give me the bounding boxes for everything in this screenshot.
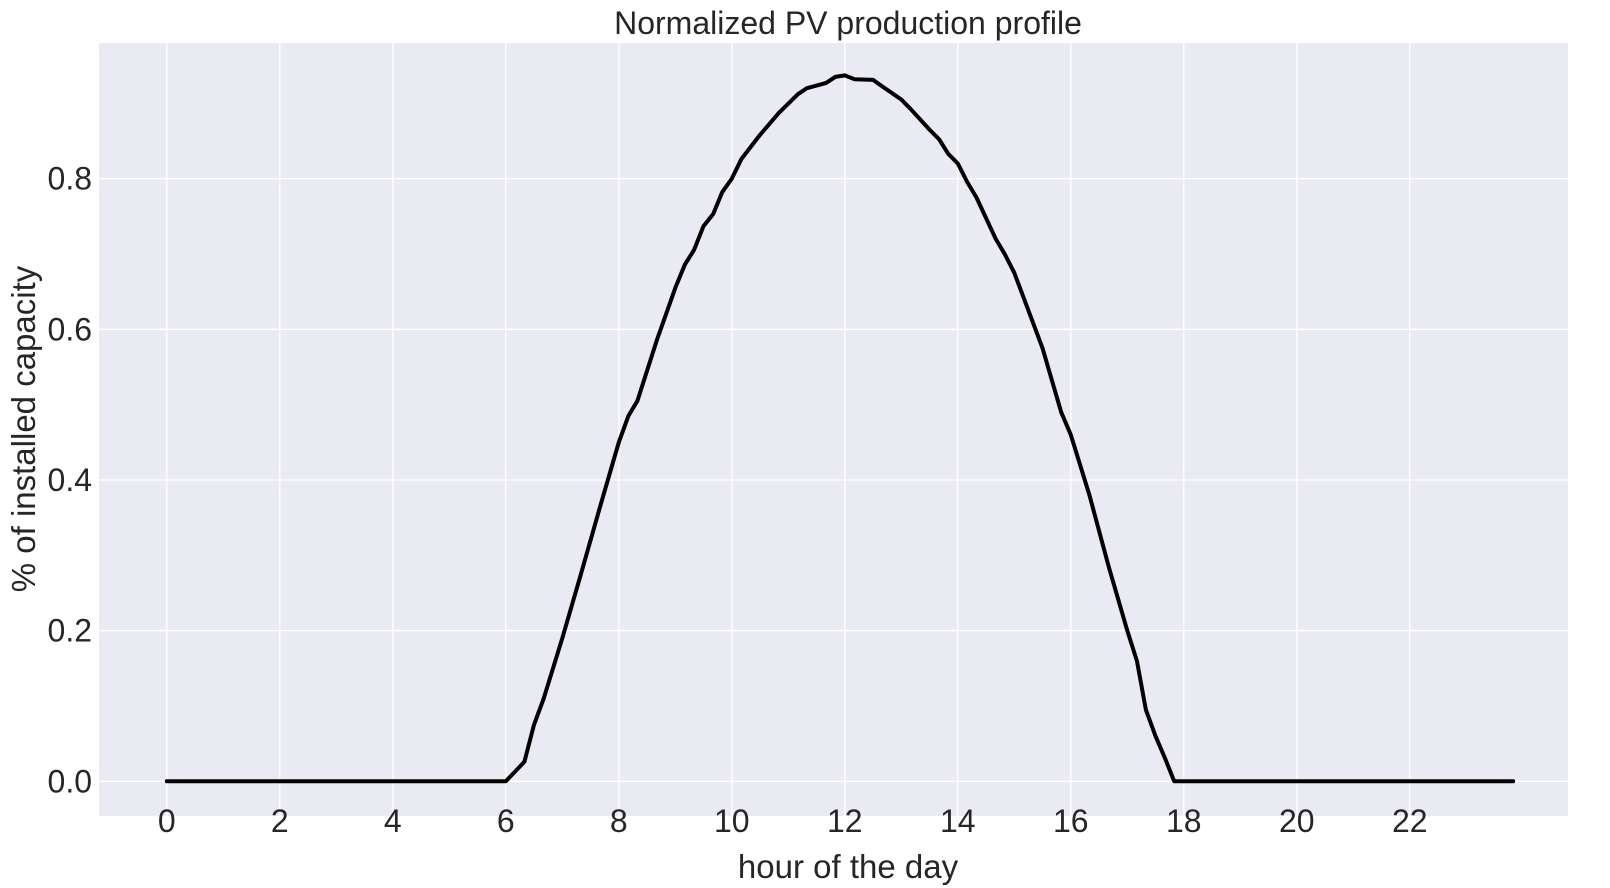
y-tick-label: 0.8 [48,161,92,197]
y-tick-label: 0.0 [48,763,92,799]
x-tick-label: 0 [158,803,176,839]
y-tick-label: 0.6 [48,311,92,347]
x-tick-label: 16 [1053,803,1089,839]
series-layer [164,73,1516,784]
x-tick-label: 2 [271,803,289,839]
x-tick-label: 4 [384,803,402,839]
x-tick-label: 20 [1279,803,1315,839]
x-tick-label: 6 [497,803,515,839]
plot-area [99,43,1568,816]
x-tick-label: 8 [610,803,628,839]
x-tick-label: 22 [1392,803,1428,839]
y-tick-label: 0.2 [48,613,92,649]
x-tick-label: 10 [714,803,750,839]
x-axis-label: hour of the day [738,848,959,885]
y-axis-label: % of installed capacity [5,265,42,592]
y-tick-label: 0.4 [48,462,92,498]
pv-profile-line [164,73,1516,784]
x-tick-label: 12 [827,803,863,839]
tick-labels: 0 2 4 6 8 10 12 14 16 18 20 22 0.0 0.2 0.4 0.6 0.8 [48,161,1428,839]
chart-title: Normalized PV production profile [614,5,1082,41]
x-tick-label: 14 [940,803,976,839]
x-tick-label: 18 [1166,803,1202,839]
